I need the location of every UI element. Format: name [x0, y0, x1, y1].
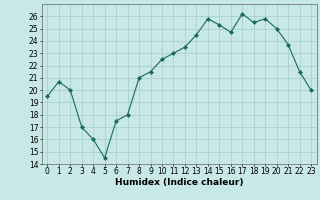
X-axis label: Humidex (Indice chaleur): Humidex (Indice chaleur)	[115, 178, 244, 187]
